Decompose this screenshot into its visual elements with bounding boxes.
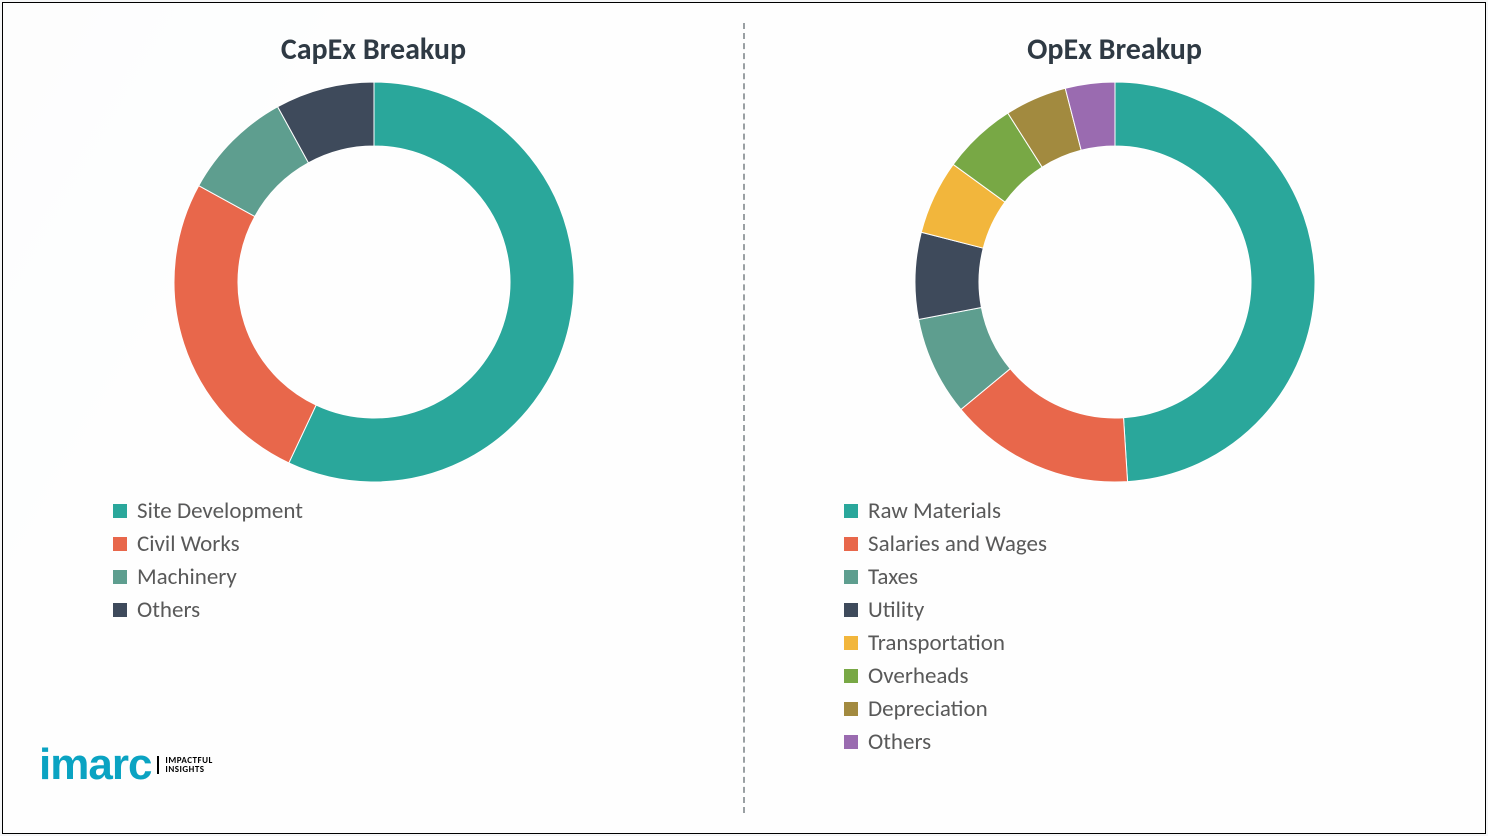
legend-swatch xyxy=(844,537,858,551)
legend-swatch xyxy=(113,570,127,584)
panels-row: CapEx Breakup Site Development Civil Work… xyxy=(3,3,1485,833)
legend-item: Depreciation xyxy=(844,695,1485,723)
legend-swatch xyxy=(844,570,858,584)
legend-item: Civil Works xyxy=(113,530,744,558)
legend-swatch xyxy=(113,537,127,551)
legend-item: Utility xyxy=(844,596,1485,624)
legend-label: Overheads xyxy=(868,662,968,690)
legend-label: Transportation xyxy=(868,629,1005,657)
logo-tagline: IMPACTFUL INSIGHTS xyxy=(157,756,212,775)
opex-donut xyxy=(905,72,1325,492)
legend-label: Utility xyxy=(868,596,924,624)
logo-wordmark: imarc xyxy=(39,743,151,787)
legend-label: Taxes xyxy=(868,563,918,591)
legend-item: Salaries and Wages xyxy=(844,530,1485,558)
legend-label: Civil Works xyxy=(137,530,240,558)
legend-swatch xyxy=(844,669,858,683)
legend-label: Others xyxy=(868,728,931,756)
legend-swatch xyxy=(844,636,858,650)
legend-swatch xyxy=(844,504,858,518)
legend-swatch xyxy=(113,603,127,617)
capex-panel: CapEx Breakup Site Development Civil Work… xyxy=(3,3,744,833)
legend-item: Raw Materials xyxy=(844,497,1485,525)
logo-tag-line2: INSIGHTS xyxy=(165,764,204,775)
legend-item: Others xyxy=(113,596,744,624)
legend-item: Transportation xyxy=(844,629,1485,657)
capex-donut-svg xyxy=(164,72,584,492)
legend-label: Machinery xyxy=(137,563,237,591)
legend-label: Depreciation xyxy=(868,695,988,723)
opex-donut-svg xyxy=(905,72,1325,492)
donut-slice xyxy=(1115,82,1315,482)
legend-item: Machinery xyxy=(113,563,744,591)
brand-logo: imarc IMPACTFUL INSIGHTS xyxy=(39,743,213,787)
opex-legend: Raw Materials Salaries and Wages Taxes Util… xyxy=(744,492,1485,761)
opex-title: OpEx Breakup xyxy=(1027,31,1202,68)
donut-slice xyxy=(174,186,316,463)
legend-swatch xyxy=(844,603,858,617)
opex-panel: OpEx Breakup Raw Materials Salaries and W… xyxy=(744,3,1485,833)
capex-legend: Site Development Civil Works Machinery Othe… xyxy=(3,492,744,629)
legend-item: Taxes xyxy=(844,563,1485,591)
legend-item: Others xyxy=(844,728,1485,756)
legend-swatch xyxy=(113,504,127,518)
legend-item: Overheads xyxy=(844,662,1485,690)
legend-item: Site Development xyxy=(113,497,744,525)
legend-swatch xyxy=(844,702,858,716)
capex-donut xyxy=(164,72,584,492)
legend-label: Raw Materials xyxy=(868,497,1001,525)
capex-title: CapEx Breakup xyxy=(281,31,466,68)
legend-label: Salaries and Wages xyxy=(868,530,1047,558)
legend-label: Others xyxy=(137,596,200,624)
legend-swatch xyxy=(844,735,858,749)
legend-label: Site Development xyxy=(137,497,303,525)
chart-frame: CapEx Breakup Site Development Civil Work… xyxy=(2,2,1486,834)
